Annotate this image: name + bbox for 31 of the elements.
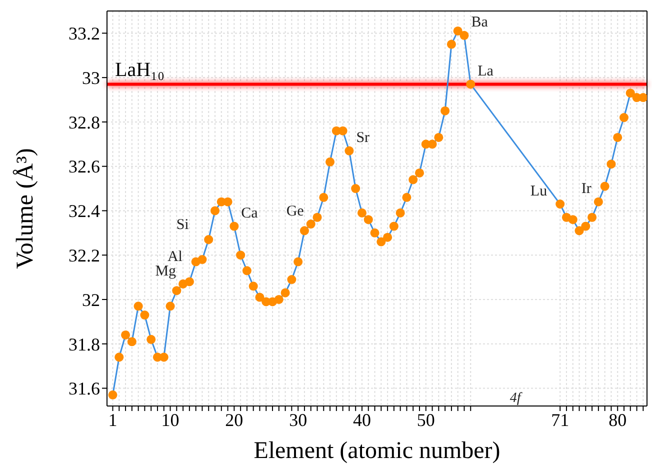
annotation: La <box>478 64 494 80</box>
annotation: Lu <box>530 183 548 200</box>
y-tick-label: 33 <box>82 68 100 88</box>
ref-line-label: LaH₁₀ <box>115 59 165 82</box>
x-tick-label: 30 <box>289 410 308 430</box>
y-tick-label: 32.2 <box>68 245 100 266</box>
x-tick-label: 80 <box>608 410 627 430</box>
y-tick-label: 31.6 <box>68 378 100 399</box>
annotation: Si <box>176 217 189 234</box>
y-tick-label: 32.4 <box>68 201 100 222</box>
annotation: Sr <box>356 130 370 146</box>
y-tick-label: 32.6 <box>68 156 100 177</box>
annotation: Mg <box>155 263 177 280</box>
annotation: Ge <box>286 203 304 220</box>
x-axis-title: Element (atomic number) <box>254 438 500 464</box>
x-tick-label: 50 <box>416 410 435 430</box>
annotation: Al <box>167 249 182 266</box>
y-tick-label: 32 <box>82 290 100 310</box>
x-tick-label: 10 <box>161 410 180 430</box>
x-tick-label: 1 <box>108 410 118 430</box>
y-axis-title: Volume (Å³) <box>12 148 39 269</box>
x-tick-label: 20 <box>225 410 244 430</box>
annotation: Ba <box>471 14 488 31</box>
y-tick-label: 32.8 <box>68 112 100 132</box>
annotation: Ir <box>581 181 592 198</box>
x-tick-label: 71 <box>551 410 570 430</box>
annotation: 4f <box>510 391 523 406</box>
y-tick-label: 33.2 <box>68 24 100 44</box>
annotation: Ca <box>241 206 258 222</box>
x-tick-label: 40 <box>352 410 371 430</box>
y-tick-label: 31.8 <box>68 334 100 354</box>
